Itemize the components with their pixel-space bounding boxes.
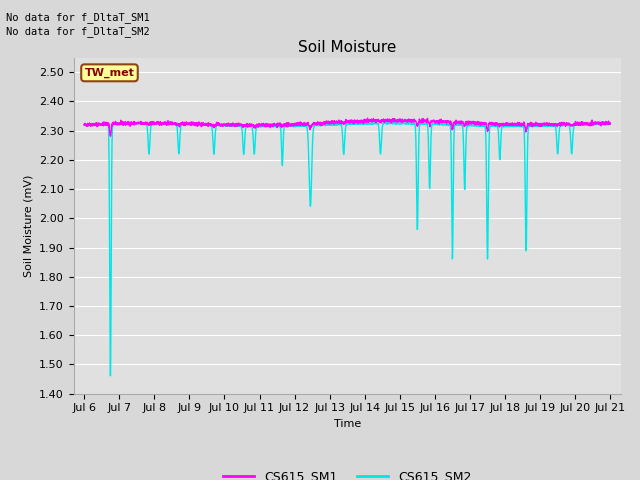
Line: CS615_SM1: CS615_SM1	[84, 118, 611, 136]
Text: No data for f_DltaT_SM1: No data for f_DltaT_SM1	[6, 12, 150, 23]
CS615_SM2	[540, 123, 547, 129]
CS615_SM1	[607, 120, 614, 126]
Title: Soil Moisture: Soil Moisture	[298, 40, 396, 55]
CS615_SM1	[596, 120, 604, 126]
Text: TW_met: TW_met	[84, 68, 134, 78]
CS615_SM2	[140, 120, 148, 126]
CS615_SM1	[80, 121, 88, 127]
Line: CS615_SM2: CS615_SM2	[84, 122, 611, 376]
CS615_SM2	[172, 121, 179, 127]
Legend: CS615_SM1, CS615_SM2: CS615_SM1, CS615_SM2	[218, 465, 476, 480]
CS615_SM2	[607, 121, 614, 127]
CS615_SM2	[282, 123, 290, 129]
Text: No data for f_DltaT_SM2: No data for f_DltaT_SM2	[6, 26, 150, 37]
CS615_SM1	[540, 120, 547, 126]
CS615_SM2	[80, 122, 88, 128]
CS615_SM1	[140, 121, 148, 127]
CS615_SM1	[282, 124, 290, 130]
Y-axis label: Soil Moisture (mV): Soil Moisture (mV)	[24, 174, 33, 277]
X-axis label: Time: Time	[333, 419, 361, 429]
CS615_SM2	[305, 161, 313, 167]
CS615_SM1	[107, 133, 115, 139]
CS615_SM2	[596, 121, 604, 127]
CS615_SM2	[107, 373, 115, 379]
CS615_SM1	[172, 120, 179, 126]
CS615_SM1	[364, 115, 371, 121]
CS615_SM1	[305, 123, 313, 129]
CS615_SM2	[393, 120, 401, 125]
